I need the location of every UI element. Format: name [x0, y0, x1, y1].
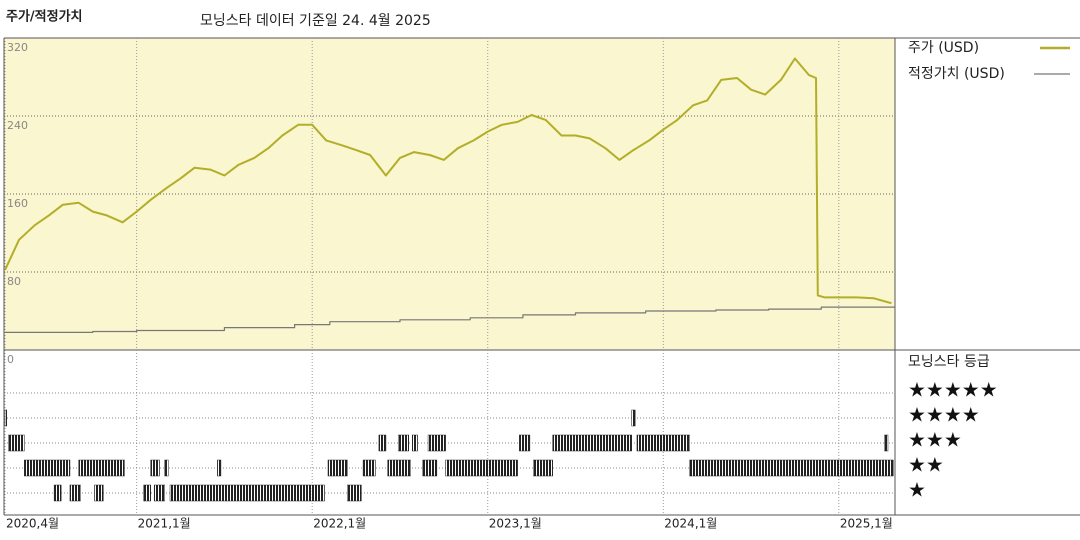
rating-bar — [24, 459, 71, 477]
rating-bar — [143, 484, 151, 502]
chart-title: 주가/적정가치 — [6, 9, 83, 25]
rating-bar — [153, 484, 165, 502]
x-tick-label: 2025,1월 — [840, 517, 893, 531]
rating-bar — [412, 434, 418, 452]
rating-bar — [427, 434, 446, 452]
price-panel — [4, 38, 895, 350]
rating-bar — [8, 434, 25, 452]
rating-bar — [169, 484, 325, 502]
rating-label: ★ — [908, 478, 926, 502]
rating-bar — [445, 459, 518, 477]
rating-bar — [327, 459, 348, 477]
rating-bar — [78, 459, 125, 477]
rating-bar — [378, 434, 387, 452]
x-tick-label: 2021,1월 — [138, 517, 191, 531]
y-tick-label: 240 — [7, 119, 28, 132]
x-tick-label: 2022,1월 — [313, 517, 366, 531]
series-line — [4, 57, 892, 305]
rating-bar — [397, 434, 409, 452]
rating-bar — [387, 459, 411, 477]
rating-label: ★★★★ — [908, 403, 980, 427]
y-tick-label: 80 — [7, 275, 21, 288]
chart-subtitle: 모닝스타 데이터 기준일 24. 4월 2025 — [200, 13, 431, 29]
rating-bar — [69, 484, 81, 502]
legend-label: 적정가치 (USD) — [908, 66, 1005, 82]
rating-bar — [150, 459, 160, 477]
rating-bar — [362, 459, 376, 477]
x-tick-label: 2024,1월 — [664, 517, 717, 531]
rating-label: ★★ — [908, 453, 944, 477]
series-line — [5, 306, 895, 333]
rating-bar — [689, 459, 894, 477]
y-tick-label: 320 — [7, 41, 28, 54]
rating-bar — [636, 434, 690, 452]
rating-bar — [4, 409, 8, 427]
rating-bar — [94, 484, 104, 502]
rating-bar — [884, 434, 889, 452]
y-tick-label: 0 — [7, 353, 14, 366]
rating-bar — [217, 459, 222, 477]
y-tick-label: 160 — [7, 197, 28, 210]
rating-bar — [519, 434, 531, 452]
x-tick-label: 2020,4월 — [6, 517, 59, 531]
rating-bar — [631, 409, 636, 427]
rating-label: ★★★ — [908, 428, 962, 452]
rating-label: ★★★★★ — [908, 378, 998, 402]
x-tick-label: 2023,1월 — [489, 517, 542, 531]
rating-title: 모닝스타 등급 — [908, 354, 990, 370]
legend-label: 주가 (USD) — [908, 40, 979, 56]
rating-bar — [422, 459, 438, 477]
rating-bar — [53, 484, 62, 502]
rating-bar — [552, 434, 632, 452]
rating-bar — [164, 459, 169, 477]
rating-bar — [533, 459, 553, 477]
rating-bar — [347, 484, 362, 502]
